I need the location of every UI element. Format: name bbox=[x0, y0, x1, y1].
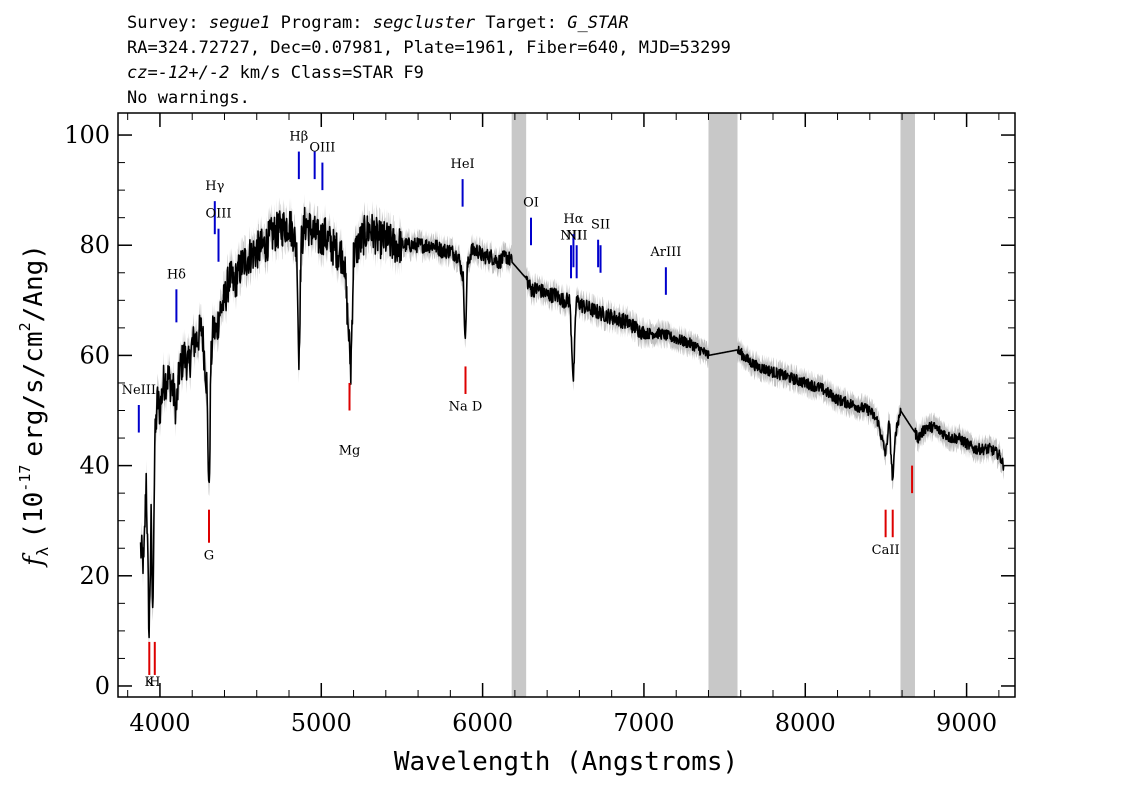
emission-line-label: Hβ bbox=[289, 130, 308, 145]
error-band-path bbox=[140, 193, 1004, 652]
error-band bbox=[140, 193, 1004, 652]
x-tick-label: 6000 bbox=[452, 709, 513, 737]
absorption-line-label: Na D bbox=[449, 400, 483, 415]
emission-line-label: Hδ bbox=[167, 267, 186, 282]
header-line-2: RA=324.72727, Dec=0.07981, Plate=1961, F… bbox=[127, 38, 731, 58]
absorption-line-label: Mg bbox=[339, 444, 361, 459]
y-axis-title: fλ(10-17erg/s/cm2/Ang) bbox=[16, 244, 52, 568]
emission-line-label: OIII bbox=[309, 141, 335, 156]
axis-ticks: 4000 5000 6000 7000 8000 9000 0 20 40 60 80 100 bbox=[64, 113, 1015, 737]
x-tick-label: 9000 bbox=[936, 709, 997, 737]
header-line-1: Survey: segue1 Program: segcluster Targe… bbox=[127, 13, 629, 33]
emission-line-label: NeIII bbox=[122, 383, 156, 398]
emission-line-label: Hα bbox=[563, 212, 583, 227]
emission-line-label: HeI bbox=[451, 157, 475, 172]
emission-line-label: OIII bbox=[205, 207, 231, 222]
emission-line-label: ArIII bbox=[649, 245, 681, 260]
spectrum-layer bbox=[139, 206, 1005, 639]
spectral-lines: NeIIIHδHγOIIIHβOIIIHeIOINIIHαNIISIIArIII… bbox=[122, 130, 914, 690]
x-tick-label: 5000 bbox=[291, 709, 352, 737]
header-line-4: No warnings. bbox=[127, 88, 250, 108]
emission-line-label: NII bbox=[566, 229, 588, 244]
spectrum-line bbox=[139, 206, 1005, 639]
masked-region bbox=[900, 113, 915, 697]
y-tick-label: 0 bbox=[95, 672, 110, 700]
emission-line-label: OI bbox=[523, 196, 539, 211]
absorption-line-label: G bbox=[204, 548, 214, 563]
y-tick-label: 60 bbox=[79, 341, 110, 369]
header-line-3: cz=-12+/-2 km/s Class=STAR F9 bbox=[127, 63, 424, 83]
y-tick-label: 100 bbox=[64, 121, 110, 149]
absorption-line-label: CaII bbox=[872, 543, 900, 558]
emission-line-label: Hγ bbox=[205, 179, 224, 194]
x-tick-label: 7000 bbox=[613, 709, 674, 737]
absorption-line-label: H bbox=[149, 675, 160, 690]
x-axis-title: Wavelength (Angstroms) bbox=[394, 747, 738, 777]
emission-line-label: NII bbox=[560, 229, 582, 244]
y-tick-label: 40 bbox=[79, 452, 110, 480]
y-tick-label: 20 bbox=[79, 562, 110, 590]
emission-line-label: SII bbox=[591, 218, 610, 233]
masked-region bbox=[708, 113, 738, 697]
absorption-line-label: K bbox=[144, 675, 154, 690]
x-tick-label: 4000 bbox=[129, 709, 190, 737]
masked-regions bbox=[511, 113, 915, 697]
y-tick-label: 80 bbox=[79, 231, 110, 259]
plot-frame bbox=[117, 112, 1016, 698]
masked-region bbox=[511, 113, 527, 697]
x-tick-label: 8000 bbox=[775, 709, 836, 737]
